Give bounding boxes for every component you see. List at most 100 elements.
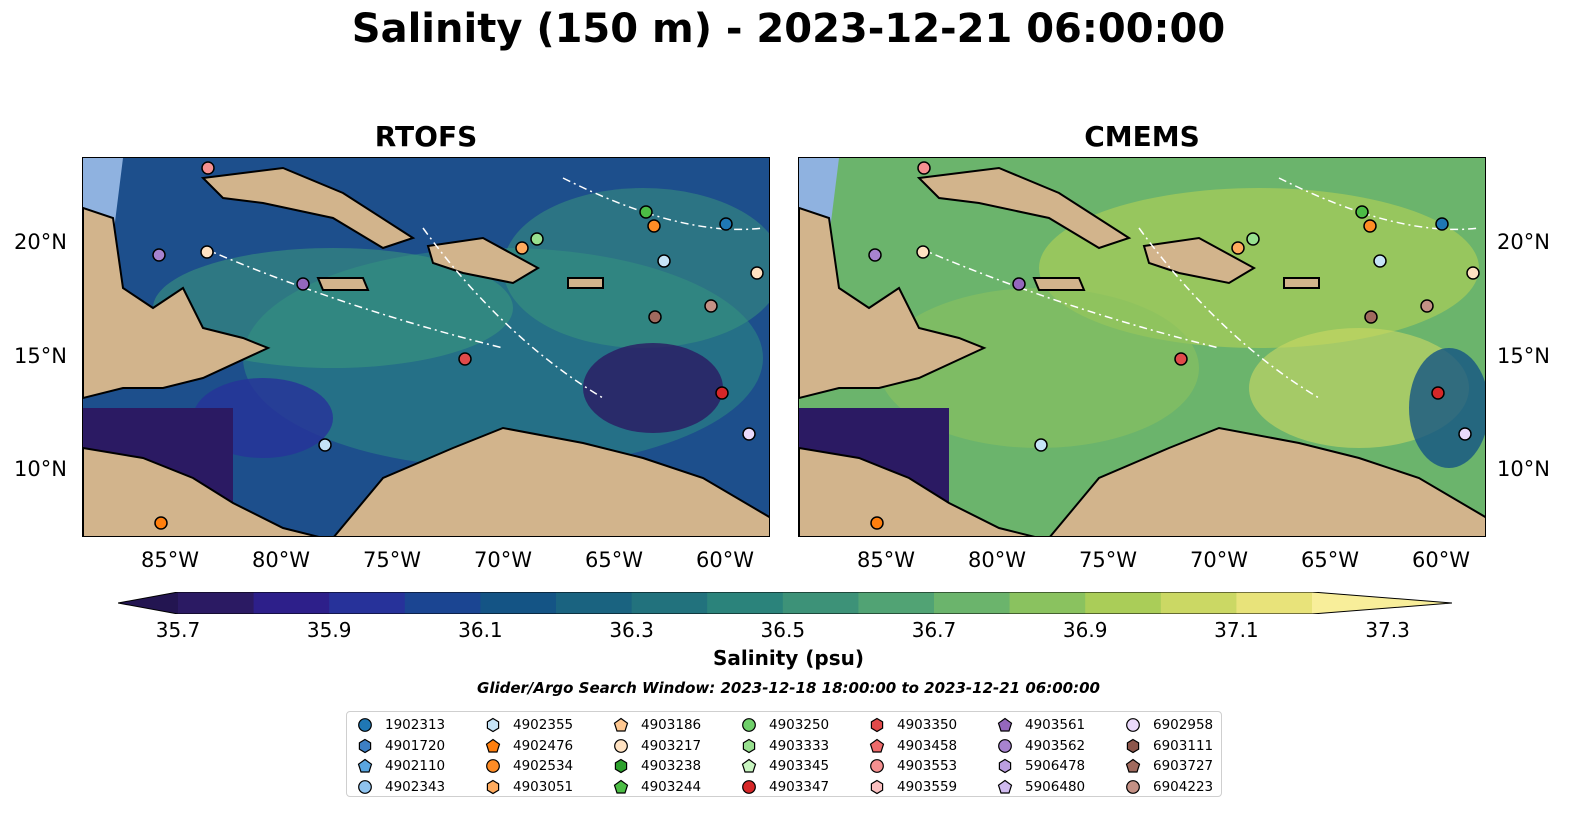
- circle-marker-icon: [742, 718, 756, 732]
- map-cmems[interactable]: [798, 157, 1486, 537]
- legend-label: 4903186: [641, 717, 702, 733]
- colorbar-under-triangle: [118, 592, 178, 614]
- pentagon-marker-icon: [613, 717, 629, 732]
- lat-tick-20n: 20°N: [1497, 230, 1550, 254]
- legend-label: 4903562: [1025, 737, 1086, 754]
- legend-label: 6902958: [1153, 717, 1214, 733]
- lon-tick-65w: 65°W: [585, 548, 643, 572]
- lat-tick-20n: 20°N: [14, 230, 67, 254]
- legend-label: 4903217: [641, 737, 702, 754]
- colorbar-segment: [556, 592, 633, 614]
- legend-label: 6903111: [1153, 737, 1214, 754]
- pentagon-marker-icon: [357, 758, 373, 773]
- legend-item: 4903553: [869, 756, 957, 776]
- legend-label: 1902313: [385, 717, 446, 733]
- hexagon-marker-icon: [614, 758, 628, 774]
- pentagon-marker-icon: [485, 738, 501, 753]
- legend-item: 4903562: [997, 736, 1085, 756]
- hexagon-marker-icon: [486, 779, 500, 794]
- legend-label: 4903250: [769, 717, 830, 733]
- hexagon-marker-icon: [870, 717, 884, 733]
- colorbar-tick-label: 35.9: [306, 618, 352, 642]
- legend-item: 4902534: [485, 756, 573, 776]
- pentagon-marker-icon: [997, 779, 1013, 794]
- legend-label: 4903333: [769, 737, 830, 754]
- legend-item: 5906480: [997, 777, 1085, 797]
- legend-label: 4903553: [897, 758, 958, 774]
- circle-marker-icon: [870, 759, 884, 773]
- colorbar-tick-label: 36.5: [760, 618, 806, 642]
- legend-item: 6903727: [1125, 756, 1213, 776]
- legend-label: 6904223: [1153, 778, 1214, 795]
- colorbar: [117, 591, 1453, 618]
- hexagon-marker-icon: [358, 738, 372, 753]
- legend-label: 4902343: [385, 778, 446, 795]
- legend-item: 4903561: [997, 715, 1085, 735]
- panel-title-cmems: CMEMS: [1084, 120, 1200, 153]
- colorbar-tick-label: 36.3: [609, 618, 654, 642]
- legend-label: 4903347: [769, 778, 830, 795]
- pentagon-marker-icon: [613, 779, 629, 794]
- lon-tick-85w: 85°W: [141, 548, 199, 572]
- legend-item: 4903051: [485, 777, 573, 797]
- colorbar-segment: [1009, 592, 1086, 614]
- legend-item: 4903250: [741, 715, 829, 735]
- legend-label: 4903559: [897, 778, 958, 795]
- legend-label: 4903244: [641, 778, 702, 795]
- legend-item: 4903186: [613, 715, 701, 735]
- legend-item: 4903238: [613, 756, 701, 776]
- legend-item: 4903345: [741, 756, 829, 776]
- colorbar-segment: [782, 592, 859, 614]
- hexagon-marker-icon: [742, 738, 756, 753]
- circle-marker-icon: [358, 718, 372, 732]
- colorbar-segment: [1085, 592, 1162, 614]
- colorbar-segment: [480, 592, 557, 614]
- legend-item: 5906478: [997, 756, 1085, 776]
- lon-tick-75w: 75°W: [1079, 548, 1137, 572]
- legend-item: 4902343: [357, 777, 445, 797]
- colorbar-over-triangle: [1312, 592, 1452, 614]
- legend-item: 4903559: [869, 777, 957, 797]
- hexagon-marker-icon: [486, 717, 500, 733]
- circle-marker-icon: [358, 779, 372, 794]
- colorbar-segment: [253, 592, 330, 614]
- legend-label: 4903345: [769, 758, 830, 774]
- search-window-text: Glider/Argo Search Window: 2023-12-18 18…: [477, 679, 1100, 697]
- legend-label: 5906480: [1025, 778, 1086, 795]
- pentagon-marker-icon: [869, 738, 885, 753]
- legend-item: 1902313: [357, 715, 445, 735]
- lon-tick-60w: 60°W: [1412, 548, 1470, 572]
- legend-item: 4903458: [869, 736, 957, 756]
- colorbar-segment: [631, 592, 708, 614]
- legend-item: 4903244: [613, 777, 701, 797]
- colorbar-tick-label: 36.9: [1062, 618, 1108, 642]
- colorbar-tick-label: 35.7: [155, 618, 201, 642]
- legend-item: 4903347: [741, 777, 829, 797]
- figure-title: Salinity (150 m) - 2023-12-21 06:00:00: [351, 6, 1226, 52]
- lat-tick-10n: 10°N: [1497, 457, 1550, 481]
- legend-item: 4902110: [357, 756, 445, 776]
- legend-label: 4903458: [897, 737, 958, 754]
- legend-item: 4902355: [485, 715, 573, 735]
- legend-item: 6903111: [1125, 736, 1213, 756]
- lon-tick-65w: 65°W: [1301, 548, 1359, 572]
- legend-label: 4903561: [1025, 717, 1086, 733]
- circle-marker-icon: [1126, 779, 1140, 794]
- legend-label: 5906478: [1025, 758, 1086, 774]
- lat-tick-10n: 10°N: [14, 457, 67, 481]
- colorbar-segment: [404, 592, 481, 614]
- pentagon-marker-icon: [997, 717, 1013, 732]
- lon-tick-80w: 80°W: [252, 548, 310, 572]
- legend-item: 6904223: [1125, 777, 1213, 797]
- circle-marker-icon: [486, 759, 500, 773]
- legend-item: 6902958: [1125, 715, 1213, 735]
- lon-tick-85w: 85°W: [857, 548, 915, 572]
- legend-item: 4901720: [357, 736, 445, 756]
- colorbar-tick-label: 36.1: [458, 618, 503, 642]
- legend-label: 4902476: [513, 737, 574, 754]
- hexagon-marker-icon: [870, 779, 884, 794]
- colorbar-segment: [858, 592, 935, 614]
- map-rtofs[interactable]: [82, 157, 770, 537]
- lat-tick-15n: 15°N: [1497, 344, 1550, 368]
- circle-marker-icon: [614, 738, 628, 753]
